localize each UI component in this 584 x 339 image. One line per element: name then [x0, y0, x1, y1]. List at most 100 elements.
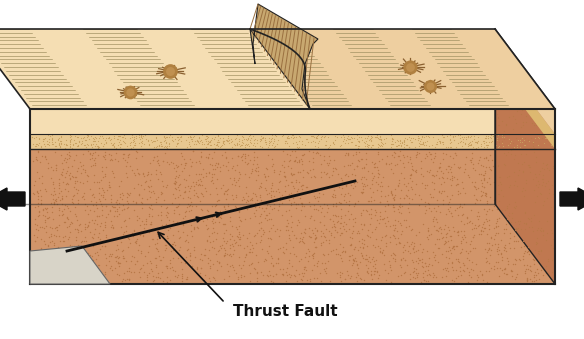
Point: [355, 275, 364, 281]
Point: [80, 134, 89, 139]
Point: [60, 157, 69, 162]
Point: [241, 184, 251, 190]
Point: [130, 137, 139, 142]
Point: [196, 139, 205, 144]
Point: [268, 163, 277, 169]
Point: [241, 200, 251, 205]
Point: [269, 140, 278, 146]
Point: [92, 135, 101, 141]
Point: [138, 133, 148, 139]
Point: [360, 184, 369, 189]
Point: [55, 143, 64, 148]
Point: [78, 195, 87, 200]
Point: [492, 248, 502, 254]
Point: [326, 142, 335, 147]
Point: [481, 269, 491, 274]
Point: [45, 142, 54, 147]
Point: [474, 231, 484, 237]
Point: [276, 179, 285, 184]
Point: [239, 197, 249, 202]
Point: [48, 181, 58, 186]
Point: [506, 201, 516, 207]
Point: [40, 274, 50, 279]
Point: [511, 274, 520, 279]
Point: [526, 77, 535, 82]
Point: [273, 137, 283, 143]
Point: [479, 138, 489, 143]
Point: [335, 232, 345, 238]
Point: [474, 216, 483, 221]
Point: [30, 204, 40, 210]
Point: [48, 167, 57, 172]
Point: [378, 175, 388, 180]
Point: [234, 276, 243, 281]
Point: [323, 162, 332, 167]
Point: [444, 244, 453, 250]
Point: [156, 172, 165, 177]
Point: [485, 245, 494, 251]
Point: [510, 234, 519, 239]
Point: [493, 191, 502, 197]
Point: [160, 242, 169, 248]
Point: [426, 167, 435, 173]
Point: [236, 265, 245, 271]
Point: [85, 219, 94, 225]
Point: [305, 167, 315, 173]
Point: [89, 231, 98, 237]
Point: [498, 140, 507, 145]
Point: [162, 159, 172, 165]
Text: Thrust Fault: Thrust Fault: [232, 303, 338, 319]
Point: [187, 204, 196, 209]
Point: [391, 242, 401, 247]
Point: [120, 206, 129, 212]
Point: [401, 247, 410, 252]
Point: [389, 209, 398, 214]
Point: [533, 178, 543, 183]
Point: [358, 208, 367, 213]
Point: [404, 248, 413, 254]
Point: [120, 135, 130, 140]
Point: [526, 170, 535, 175]
Point: [169, 165, 178, 171]
Point: [322, 226, 331, 232]
Point: [380, 234, 390, 239]
Point: [401, 258, 410, 263]
Point: [513, 108, 522, 114]
Point: [493, 219, 502, 224]
Point: [33, 142, 43, 147]
Point: [335, 201, 344, 206]
Point: [340, 141, 350, 146]
Point: [501, 57, 510, 63]
Point: [297, 270, 306, 276]
Point: [47, 135, 57, 140]
Point: [291, 273, 300, 278]
Point: [219, 252, 228, 258]
Point: [97, 185, 106, 191]
Point: [527, 92, 537, 97]
Point: [519, 220, 529, 225]
Point: [343, 273, 352, 278]
Point: [493, 259, 503, 265]
Point: [201, 154, 211, 159]
Point: [343, 208, 353, 214]
Point: [497, 133, 506, 138]
Point: [316, 134, 325, 139]
Point: [256, 225, 265, 231]
Point: [446, 247, 455, 253]
Point: [367, 268, 376, 274]
Point: [64, 155, 74, 160]
Point: [284, 232, 293, 237]
Point: [354, 134, 364, 139]
Point: [233, 143, 242, 148]
Point: [503, 84, 513, 89]
Point: [393, 183, 402, 188]
Point: [224, 252, 233, 258]
Point: [181, 276, 190, 281]
Point: [65, 132, 75, 138]
Point: [122, 143, 131, 148]
Point: [293, 186, 303, 192]
Point: [437, 275, 446, 280]
Point: [477, 193, 486, 198]
Point: [245, 133, 254, 138]
Point: [231, 142, 240, 147]
